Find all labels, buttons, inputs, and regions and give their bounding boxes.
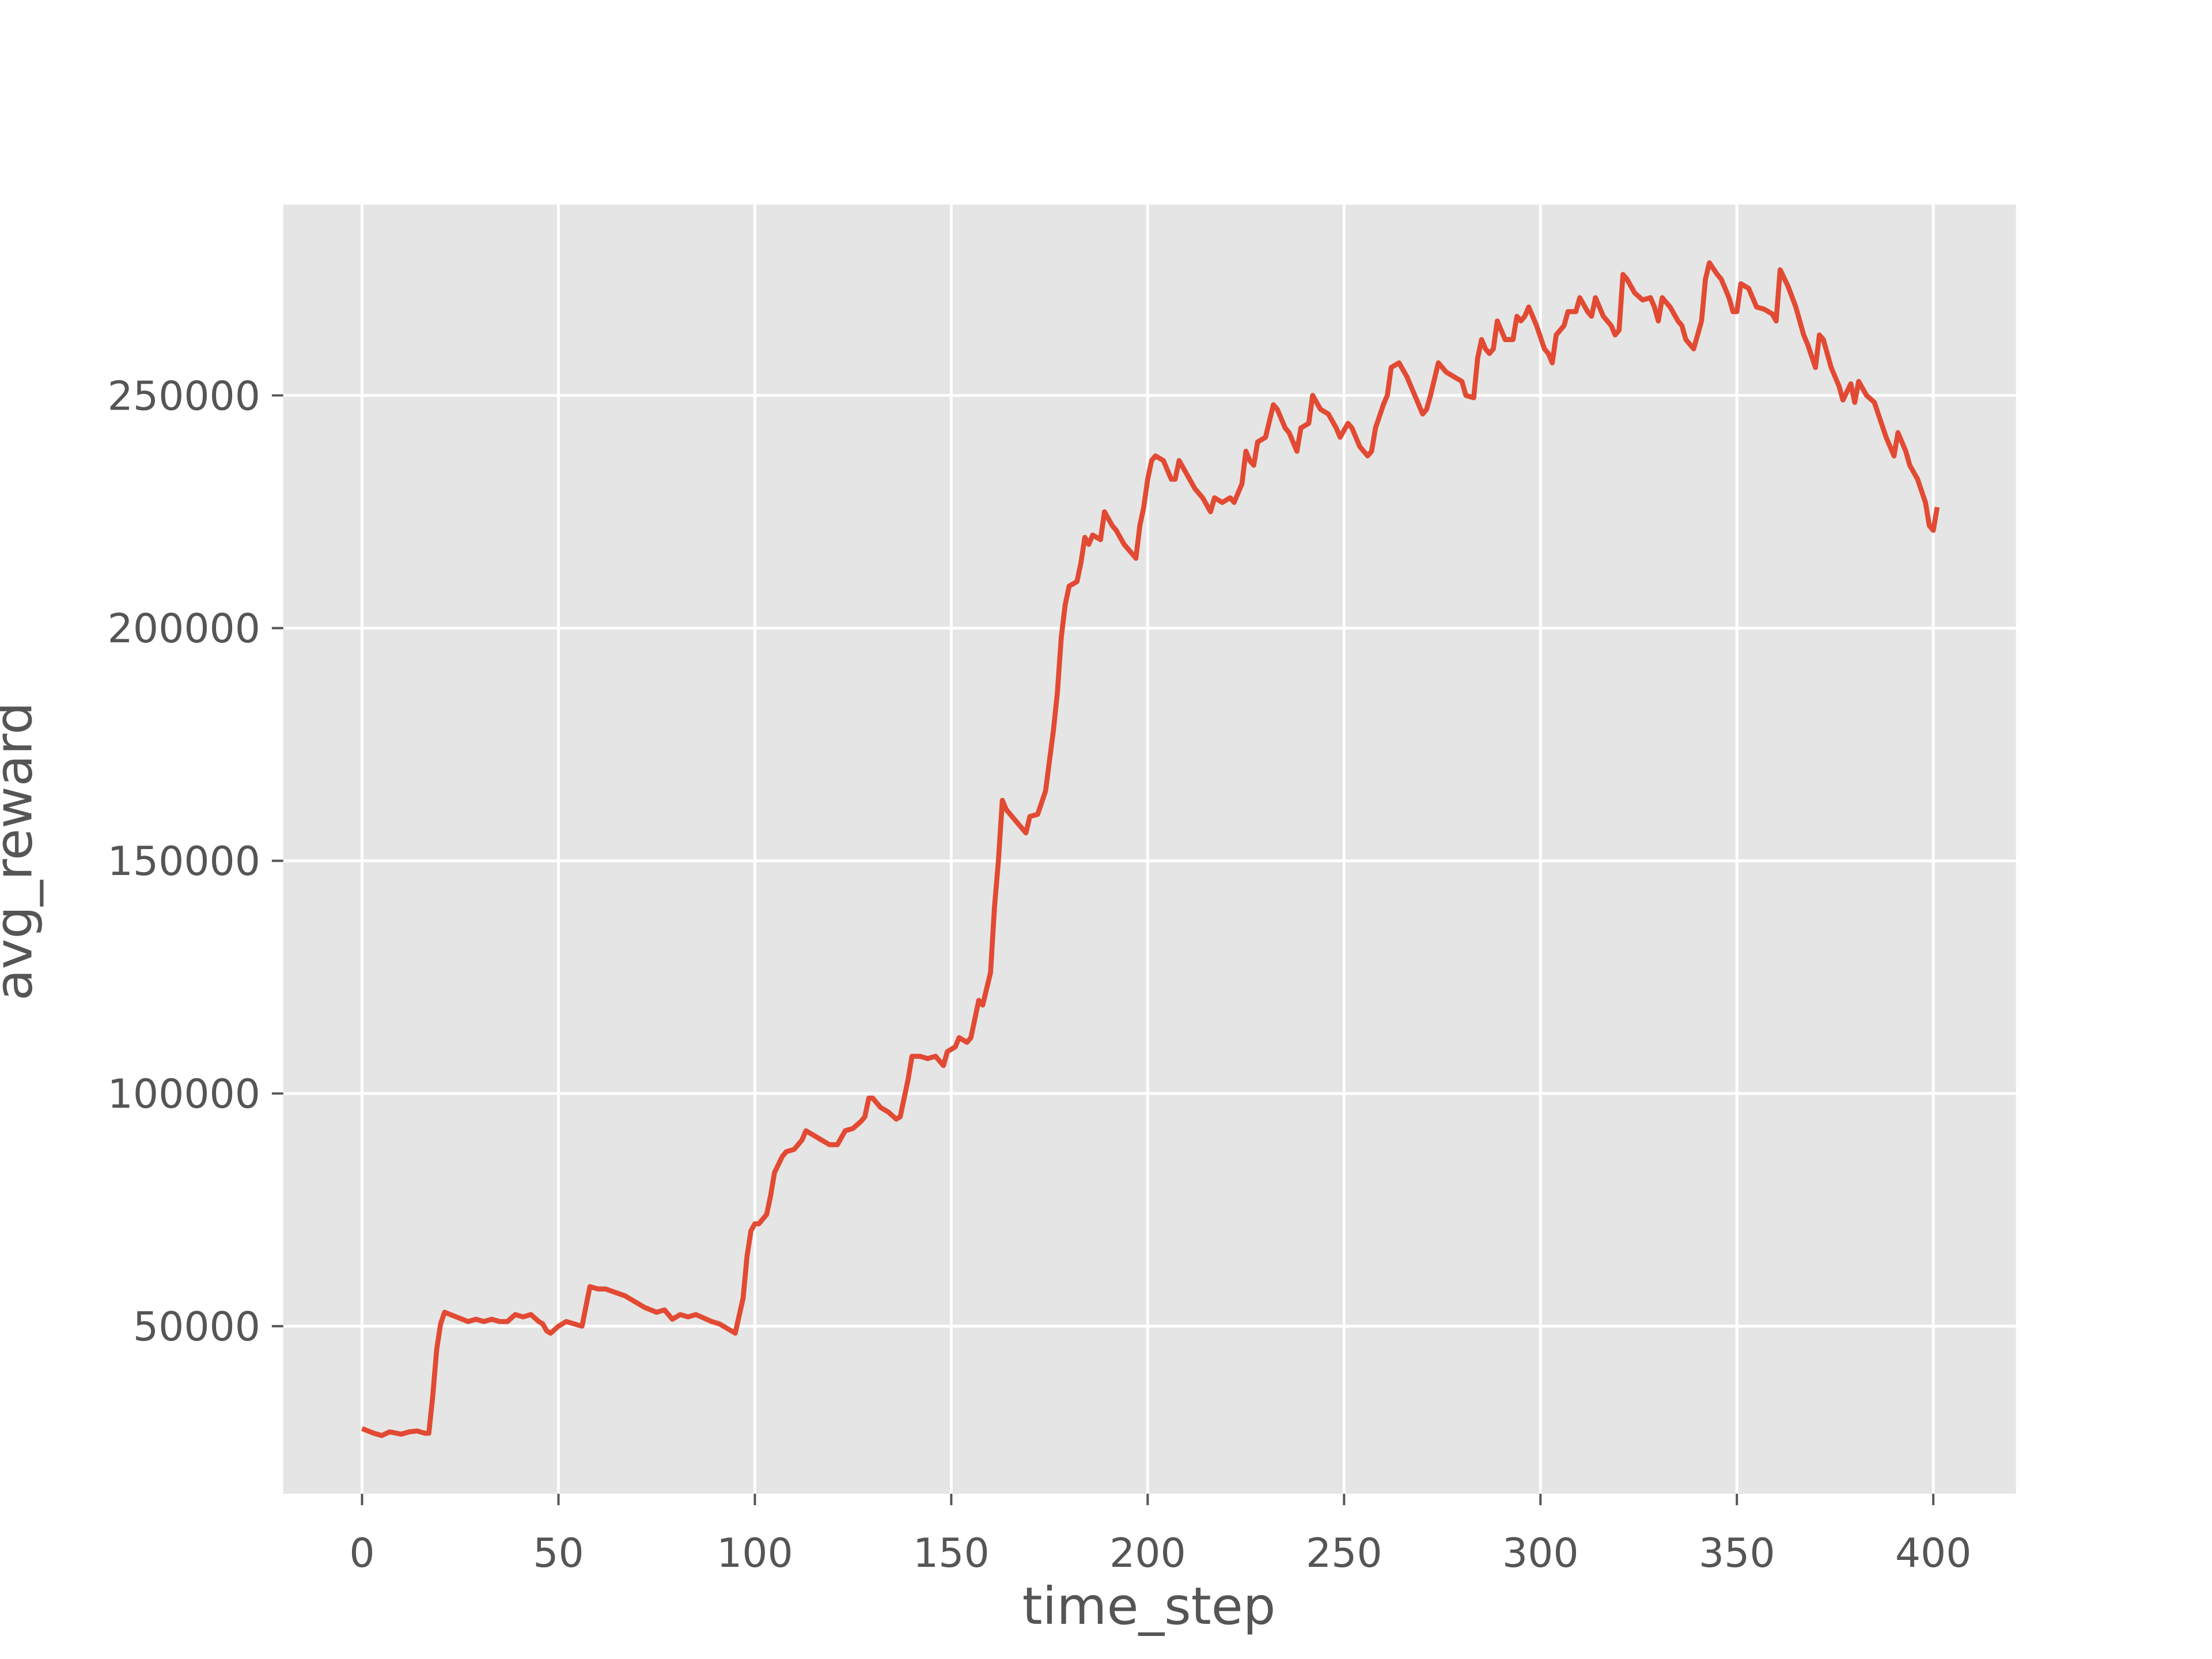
y-tick-label: 50000 — [133, 1304, 260, 1350]
x-tick-label: 350 — [1699, 1530, 1775, 1577]
x-tick-label: 200 — [1109, 1530, 1186, 1577]
plot-area — [283, 204, 2016, 1494]
x-tick-label: 250 — [1306, 1530, 1382, 1577]
x-tick-label: 50 — [533, 1530, 584, 1577]
y-tick-label: 250000 — [108, 373, 260, 419]
x-tick-label: 300 — [1502, 1530, 1579, 1577]
y-tick-label: 150000 — [108, 838, 260, 885]
y-tick-label: 100000 — [108, 1071, 260, 1118]
y-tick-label: 200000 — [108, 605, 260, 652]
x-tick-label: 150 — [913, 1530, 990, 1577]
x-tick-label: 400 — [1895, 1530, 1972, 1577]
y-axis-label: avg_reward — [0, 702, 44, 1001]
line-series — [361, 260, 1940, 1438]
x-tick-label: 100 — [717, 1530, 793, 1577]
x-axis-label: time_step — [1022, 1577, 1275, 1637]
x-tick-label: 0 — [349, 1530, 374, 1577]
